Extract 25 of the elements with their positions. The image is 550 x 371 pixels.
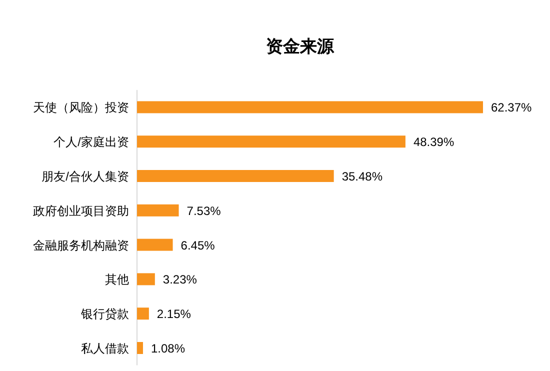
bar (137, 273, 155, 286)
data-label: 48.39% (413, 135, 454, 150)
data-label: 2.15% (156, 307, 192, 322)
y-tick-label: 朋友/合伙人集资 (42, 170, 129, 184)
y-tick-label: 其他 (105, 272, 129, 287)
bar (137, 204, 179, 216)
y-tick-label: 政府创业项目资助 (33, 204, 129, 218)
bar (137, 308, 149, 320)
data-label: 1.08% (150, 342, 186, 356)
bar (137, 101, 483, 114)
y-tick-label: 私人借款 (81, 342, 129, 356)
data-label: 62.37% (491, 100, 532, 115)
y-tick-label: 金融服务机构融资 (33, 238, 129, 252)
data-label: 35.48% (342, 170, 383, 184)
bar (137, 170, 334, 182)
bar (137, 238, 173, 251)
y-tick-label: 天使（风险）投资 (33, 100, 129, 115)
data-label: 6.45% (180, 238, 216, 252)
bar (137, 136, 406, 148)
data-label: 3.23% (162, 272, 198, 287)
y-tick-label: 个人/家庭出资 (54, 135, 129, 150)
chart-title: 资金来源 (266, 37, 335, 56)
data-label: 7.53% (186, 204, 222, 218)
y-tick-label: 银行贷款 (80, 307, 129, 322)
bar (137, 342, 143, 354)
